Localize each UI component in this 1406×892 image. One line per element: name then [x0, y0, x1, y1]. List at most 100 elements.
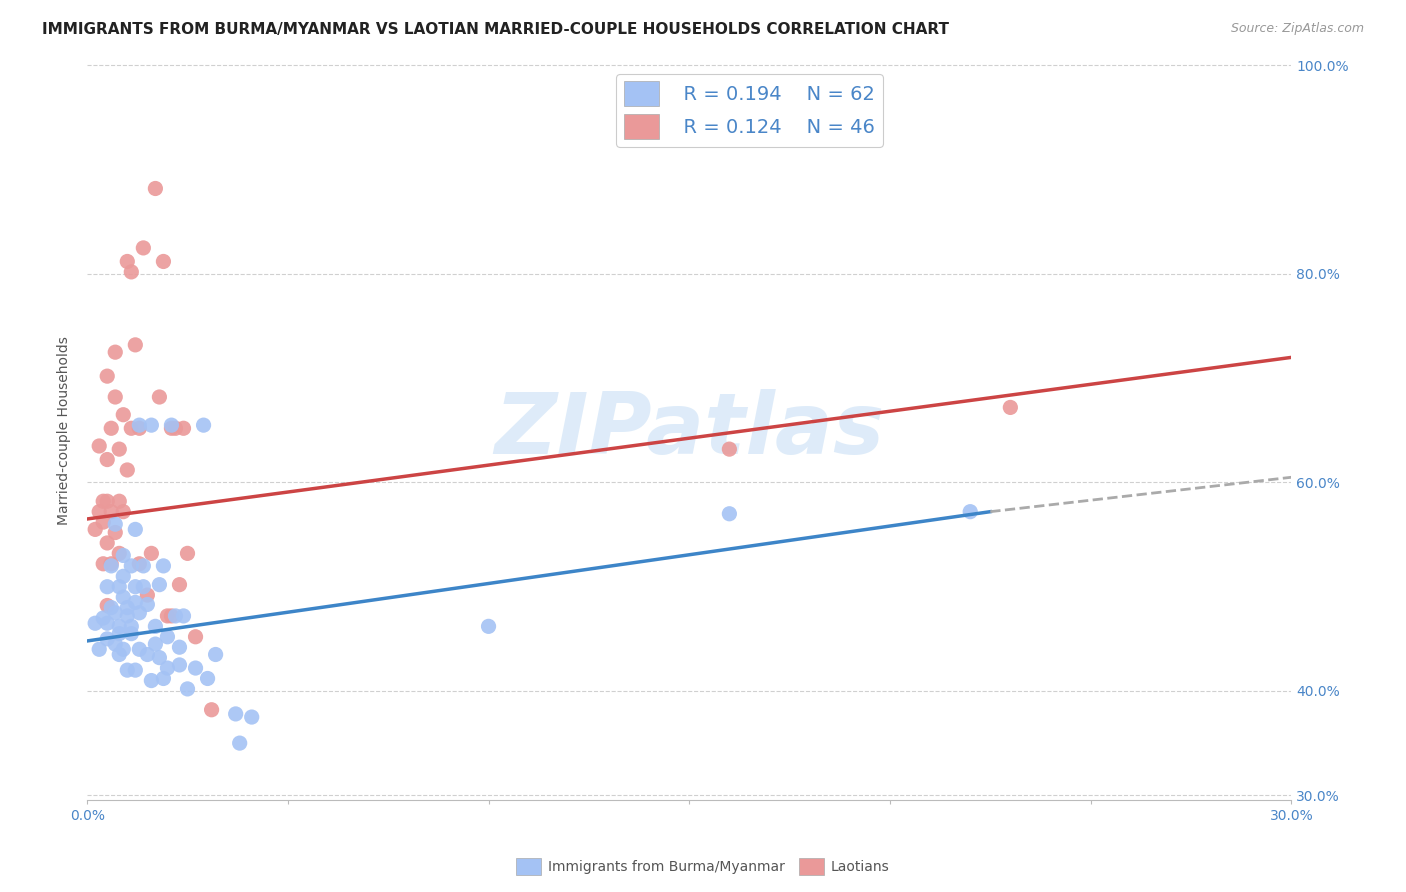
Point: [128, 642, 150, 657]
Legend:   R = 0.194    N = 62,   R = 0.124    N = 46: R = 0.194 N = 62, R = 0.124 N = 46: [616, 74, 883, 147]
Point: [132, 241, 155, 255]
Point: [156, 661, 179, 675]
Point: [112, 642, 135, 657]
Point: [169, 577, 191, 591]
Point: [117, 663, 139, 677]
Point: [718, 442, 741, 457]
Point: [148, 650, 170, 665]
Point: [156, 630, 179, 644]
Text: Source: ZipAtlas.com: Source: ZipAtlas.com: [1230, 22, 1364, 36]
Point: [176, 681, 198, 696]
Point: [91, 611, 114, 625]
Point: [108, 648, 131, 662]
Text: IMMIGRANTS FROM BURMA/MYANMAR VS LAOTIAN MARRIED-COUPLE HOUSEHOLDS CORRELATION C: IMMIGRANTS FROM BURMA/MYANMAR VS LAOTIAN…: [42, 22, 949, 37]
Point: [112, 569, 135, 583]
Point: [160, 418, 183, 433]
Point: [124, 595, 146, 609]
Point: [176, 546, 198, 560]
Point: [108, 494, 131, 508]
Point: [152, 672, 174, 686]
Point: [1000, 401, 1022, 415]
Point: [120, 421, 142, 435]
Point: [96, 616, 118, 631]
Point: [112, 505, 135, 519]
Point: [120, 619, 142, 633]
Point: [148, 577, 170, 591]
Point: [160, 421, 183, 435]
Point: [128, 418, 150, 433]
Point: [141, 673, 163, 688]
Point: [128, 606, 150, 620]
Point: [197, 672, 219, 686]
Point: [240, 710, 263, 724]
Point: [128, 557, 150, 571]
Point: [145, 619, 167, 633]
Point: [100, 421, 122, 435]
Point: [165, 421, 187, 435]
Point: [477, 619, 499, 633]
Legend: Immigrants from Burma/Myanmar, Laotians: Immigrants from Burma/Myanmar, Laotians: [510, 853, 896, 880]
Point: [104, 525, 127, 540]
Point: [91, 557, 114, 571]
Point: [173, 609, 195, 624]
Point: [112, 549, 135, 563]
Point: [108, 626, 131, 640]
Y-axis label: Married-couple Households: Married-couple Households: [58, 336, 72, 524]
Point: [141, 418, 163, 433]
Point: [91, 515, 114, 529]
Point: [152, 558, 174, 573]
Point: [96, 632, 118, 646]
Point: [91, 494, 114, 508]
Point: [100, 558, 122, 573]
Point: [124, 580, 146, 594]
Point: [112, 590, 135, 604]
Point: [169, 657, 191, 672]
Point: [204, 648, 226, 662]
Point: [145, 637, 167, 651]
Point: [124, 522, 146, 536]
Point: [96, 599, 118, 613]
Point: [108, 546, 131, 560]
Point: [120, 626, 142, 640]
Point: [117, 609, 139, 624]
Text: ZIPatlas: ZIPatlas: [494, 389, 884, 472]
Point: [108, 619, 131, 633]
Point: [112, 408, 135, 422]
Point: [141, 546, 163, 560]
Point: [132, 580, 155, 594]
Point: [84, 616, 107, 631]
Point: [152, 254, 174, 268]
Point: [718, 507, 741, 521]
Point: [120, 265, 142, 279]
Point: [136, 648, 159, 662]
Point: [104, 606, 127, 620]
Point: [96, 494, 118, 508]
Point: [84, 522, 107, 536]
Point: [173, 421, 195, 435]
Point: [96, 369, 118, 384]
Point: [89, 642, 111, 657]
Point: [96, 580, 118, 594]
Point: [136, 598, 159, 612]
Point: [96, 536, 118, 550]
Point: [136, 588, 159, 602]
Point: [104, 390, 127, 404]
Point: [128, 421, 150, 435]
Point: [104, 517, 127, 532]
Point: [108, 442, 131, 457]
Point: [108, 580, 131, 594]
Point: [96, 452, 118, 467]
Point: [160, 609, 183, 624]
Point: [200, 703, 222, 717]
Point: [89, 439, 111, 453]
Point: [228, 736, 250, 750]
Point: [117, 463, 139, 477]
Point: [117, 600, 139, 615]
Point: [132, 558, 155, 573]
Point: [124, 338, 146, 352]
Point: [100, 557, 122, 571]
Point: [124, 663, 146, 677]
Point: [100, 505, 122, 519]
Point: [193, 418, 215, 433]
Point: [89, 505, 111, 519]
